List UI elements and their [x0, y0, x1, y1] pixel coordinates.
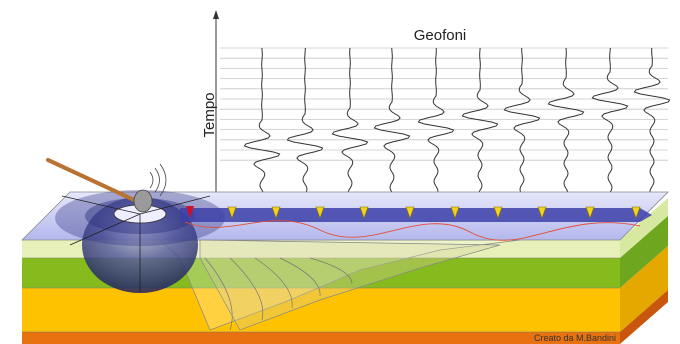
trace [548, 48, 583, 192]
trace [287, 48, 322, 192]
trace [462, 48, 497, 192]
seismic-traces [244, 48, 669, 192]
vibration-mark [150, 172, 153, 188]
trace [592, 48, 627, 192]
diagram-title: Geofoni [414, 27, 467, 44]
layer-4 [22, 332, 620, 344]
trace [244, 48, 279, 192]
wave-path [180, 208, 652, 222]
trace [634, 48, 669, 192]
trace [332, 48, 367, 192]
vibration-mark [155, 168, 160, 192]
trace [504, 48, 539, 192]
axis-label: Tempo [201, 92, 218, 137]
time-axis-arrow [213, 10, 219, 19]
trace [418, 48, 453, 192]
credit: Creato da M.Bandini [534, 333, 616, 343]
diagram: Geofoni Tempo [0, 0, 680, 344]
trace [374, 48, 409, 192]
hammer-head [134, 190, 152, 212]
page: {"title": "Geofoni", "axis_label": "Temp… [0, 0, 680, 344]
seismogram-grid [220, 48, 668, 160]
